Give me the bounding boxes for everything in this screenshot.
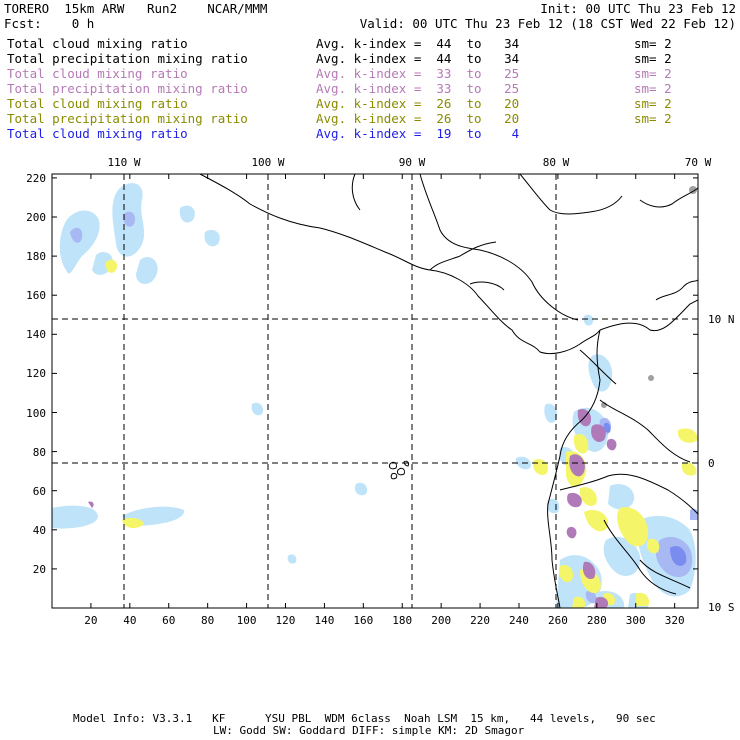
x-tick-label: 20 [84, 614, 98, 627]
x-tick-label: 260 [547, 614, 568, 627]
legend-field: Total precipitation mixing ratio [7, 51, 248, 66]
y-tick-label: 40 [32, 523, 46, 537]
tick-marks [52, 174, 698, 608]
x-tick-label: 200 [431, 614, 452, 627]
legend-kindex: Avg. k-index = 19 to 4 [316, 126, 520, 141]
y-tick-label: 20 [32, 562, 46, 576]
x-tick-label: 40 [123, 614, 137, 627]
y-tick-label: 80 [32, 445, 46, 459]
y-tick-label: 100 [26, 406, 46, 420]
y-tick-label: 60 [32, 484, 46, 498]
legend-kindex: Avg. k-index = 33 to 25 [316, 66, 520, 81]
legend-field: Total cloud mixing ratio [7, 96, 188, 111]
init-time: Init: 00 UTC Thu 23 Feb 12 [540, 1, 736, 16]
lon-label: 70 W [684, 156, 712, 169]
x-tick-label: 60 [162, 614, 176, 627]
coastlines [199, 174, 698, 608]
x-tick-label: 220 [470, 614, 490, 627]
x-tick-label: 320 [664, 614, 685, 627]
legend-kindex: Avg. k-index = 44 to 34 [316, 51, 520, 66]
legend-sm: sm= 2 [634, 36, 672, 51]
lon-label: 110 W [107, 156, 141, 169]
y-tick-label: 160 [26, 289, 46, 303]
legend-kindex: Avg. k-index = 26 to 20 [316, 96, 520, 111]
lat-label: 0 [708, 457, 715, 470]
legend-kindex: Avg. k-index = 26 to 20 [316, 111, 520, 126]
lon-label: 100 W [251, 156, 285, 169]
y-tick-label: 200 [26, 211, 46, 224]
physics-info: LW: Godd SW: Goddard DIFF: simple KM: 2D… [213, 724, 525, 737]
lon-label: 90 W [398, 156, 426, 169]
x-tick-label: 100 [236, 614, 257, 627]
grey-spots [601, 186, 697, 408]
legend-sm: sm= 2 [634, 51, 672, 66]
legend-field: Total cloud mixing ratio [7, 66, 188, 81]
forecast-hour: Fcst: 0 h [4, 16, 95, 31]
legend-field: Total precipitation mixing ratio [7, 81, 248, 96]
x-tick-label: 280 [586, 614, 607, 627]
x-tick-label: 180 [392, 614, 413, 627]
valid-time: Valid: 00 UTC Thu 23 Feb 12 (18 CST Wed … [359, 16, 736, 31]
cloud-cores-dark [603, 422, 687, 566]
x-tick-label: 140 [314, 614, 335, 627]
lat-label: 10 N [708, 313, 735, 326]
legend-sm: sm= 2 [634, 111, 672, 126]
galapagos-islands [389, 460, 409, 480]
lon-label: 80 W [542, 156, 570, 169]
legend-kindex: Avg. k-index = 44 to 34 [316, 36, 520, 51]
lat-label: 10 S [708, 601, 735, 614]
y-tick-label: 140 [26, 328, 46, 342]
legend-field: Total precipitation mixing ratio [7, 111, 248, 126]
x-tick-label: 240 [509, 614, 529, 627]
legend-kindex: Avg. k-index = 33 to 25 [316, 81, 520, 96]
x-tick-label: 160 [353, 614, 374, 627]
latlon-grid [52, 174, 698, 608]
y-tick-label: 120 [26, 367, 46, 381]
model-info: Model Info: V3.3.1 KF YSU PBL WDM 6class… [73, 712, 656, 725]
x-tick-label: 80 [201, 614, 215, 627]
legend-sm: sm= 2 [634, 96, 672, 111]
y-tick-label: 220 [26, 171, 46, 185]
x-tick-label: 300 [625, 614, 646, 627]
x-tick-label: 120 [275, 614, 296, 627]
field-layer [52, 183, 698, 608]
legend-field: Total cloud mixing ratio [7, 126, 188, 141]
plot-frame [51, 173, 699, 609]
legend-sm: sm= 2 [634, 81, 672, 96]
legend-field: Total cloud mixing ratio [7, 36, 188, 51]
model-title: TORERO 15km ARW Run2 NCAR/MMM [4, 1, 268, 16]
legend-sm: sm= 2 [634, 66, 672, 81]
y-tick-label: 180 [26, 250, 46, 264]
